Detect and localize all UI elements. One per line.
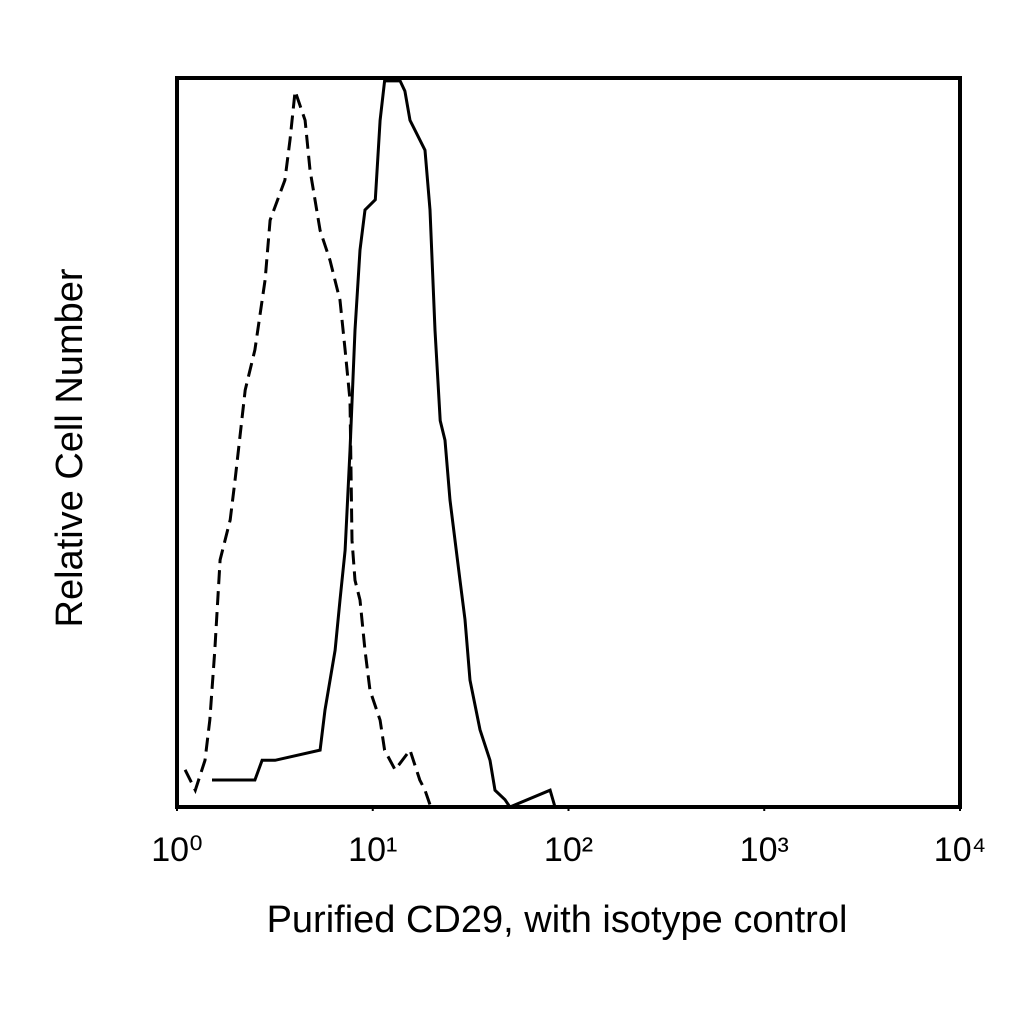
x-tick-label: 10² xyxy=(544,831,593,869)
plot-frame xyxy=(175,76,962,809)
x-tick-label: 10⁰ xyxy=(151,831,202,869)
x-tick-label: 10⁴ xyxy=(934,831,986,869)
x-tick-label: 10¹ xyxy=(348,831,397,869)
histogram-line xyxy=(183,90,432,806)
histogram-line xyxy=(212,79,557,809)
y-axis-label: Relative Cell Number xyxy=(49,268,91,627)
x-axis-label: Purified CD29, with isotype control xyxy=(267,899,848,941)
x-tick-label: 10³ xyxy=(740,831,789,869)
